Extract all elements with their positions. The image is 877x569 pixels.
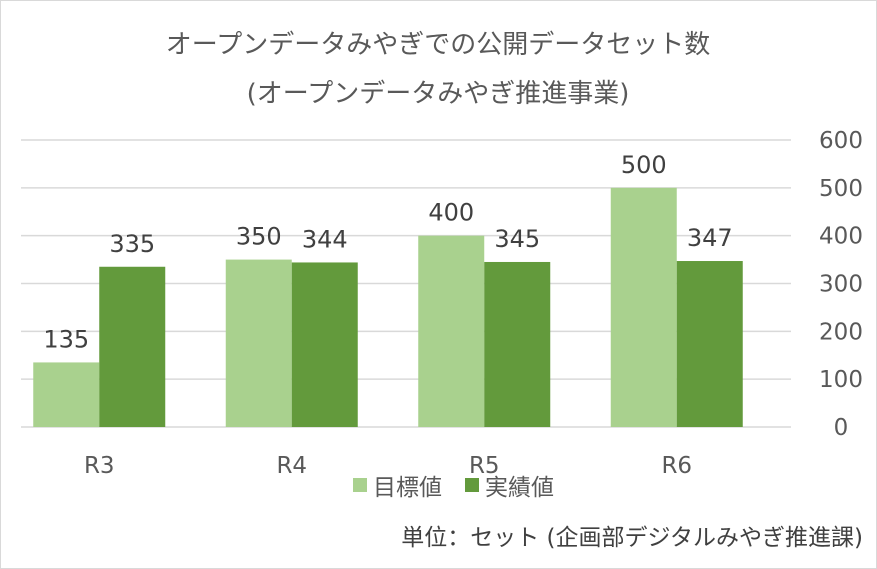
legend-label: 目標値 [373,475,442,501]
bar-目標値-R5 [418,235,485,427]
bar-目標値-R4 [225,259,292,427]
y-tick-label: 200 [819,319,863,345]
legend-item: 目標値 [353,475,442,501]
x-tick-label: R3 [84,453,115,479]
x-tick-label: R6 [661,453,692,479]
y-tick-label: 500 [819,176,863,202]
unit-note: 単位：セット (企画部デジタルみやぎ推進課) [401,525,863,551]
data-label: 500 [621,151,667,179]
y-tick-label: 100 [819,367,863,393]
legend-swatch [353,478,367,492]
y-tick-label: 600 [819,128,863,154]
bar-実績値-R4 [291,262,358,427]
legend: 目標値 実績値 [353,475,554,501]
chart-title: オープンデータみやぎでの公開データセット数 [166,30,710,60]
bar-実績値-R3 [99,266,166,427]
y-axis-ticks: 0 100 200 300 400 500 600 [819,128,863,441]
legend-label: 実績値 [485,475,554,501]
data-label: 347 [687,224,733,252]
data-label: 345 [494,225,540,253]
bars [33,187,743,427]
bar-目標値-R3 [33,362,100,427]
bar-目標値-R6 [610,187,677,427]
y-tick-label: 400 [819,224,863,250]
data-label: 135 [43,325,89,353]
y-tick-label: 0 [834,415,849,441]
data-label: 400 [428,199,474,227]
bar-実績値-R5 [484,261,551,427]
data-label: 350 [236,223,282,251]
x-tick-label: R5 [469,453,500,479]
bar-実績値-R6 [676,261,743,427]
legend-item: 実績値 [465,475,554,501]
x-axis-ticks: R3 R4 R5 R6 [84,453,692,479]
data-labels: 135 335 350 344 400 345 500 347 [43,151,732,354]
data-label: 335 [109,230,155,258]
data-label: 344 [302,225,348,253]
chart-subtitle: (オープンデータみやぎ推進事業) [247,79,630,109]
y-tick-label: 300 [819,272,863,298]
legend-swatch [465,478,479,492]
x-tick-label: R4 [276,453,307,479]
